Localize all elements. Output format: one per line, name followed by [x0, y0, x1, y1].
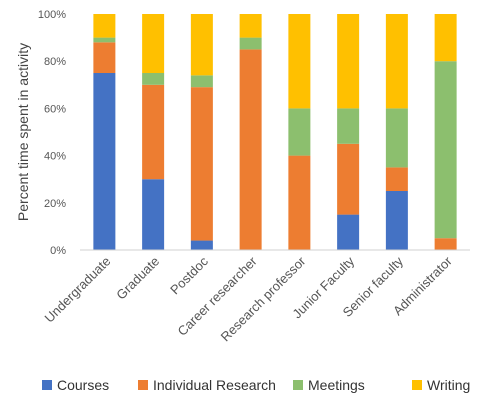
bar-junior-faculty-writing — [337, 14, 360, 109]
bar-postdoc-courses — [190, 240, 213, 250]
bar-graduate-courses — [142, 179, 165, 250]
y-tick-label: 20% — [44, 198, 66, 210]
bar-research-professor-writing — [288, 14, 311, 109]
bar-postdoc-individual-research — [190, 87, 213, 241]
legend-swatch-writing — [412, 380, 422, 390]
bar-research-professor-individual-research — [288, 155, 311, 250]
bar-career-researcher-individual-research — [239, 49, 262, 251]
bar-career-researcher-meetings — [239, 37, 262, 50]
bar-graduate-meetings — [142, 73, 165, 85]
y-tick-label: 40% — [44, 151, 66, 163]
bar-junior-faculty-individual-research — [337, 143, 360, 215]
y-tick-label: 60% — [44, 103, 66, 115]
bar-undergraduate-writing — [93, 14, 116, 38]
bar-senior-faculty-meetings — [385, 108, 408, 168]
bar-senior-faculty-writing — [385, 14, 408, 109]
bar-undergraduate-individual-research — [93, 42, 116, 73]
bar-graduate-writing — [142, 14, 165, 73]
bar-senior-faculty-courses — [385, 191, 408, 250]
legend-swatch-individual-research — [138, 380, 148, 390]
legend-swatch-meetings — [293, 380, 303, 390]
bar-research-professor-meetings — [288, 108, 311, 156]
x-category-label: Undergraduate — [42, 254, 114, 326]
y-tick-label: 0% — [50, 245, 66, 257]
x-category-label: Graduate — [113, 254, 162, 303]
bar-undergraduate-courses — [93, 73, 116, 250]
bar-administrator-writing — [434, 14, 457, 62]
legend-label-writing: Writing — [427, 377, 470, 393]
x-category-label: Postdoc — [167, 253, 211, 297]
legend-label-meetings: Meetings — [308, 377, 365, 393]
bar-career-researcher-writing — [239, 14, 262, 38]
bar-undergraduate-meetings — [93, 37, 116, 43]
bar-postdoc-writing — [190, 14, 213, 76]
bar-junior-faculty-courses — [337, 214, 360, 250]
bar-graduate-individual-research — [142, 84, 165, 180]
y-tick-label: 100% — [38, 9, 66, 21]
legend-label-individual-research: Individual Research — [153, 377, 276, 393]
legend-swatch-courses — [42, 380, 52, 390]
x-category-label: Research professor — [218, 253, 309, 344]
legend-label-courses: Courses — [57, 377, 109, 393]
y-tick-label: 80% — [44, 56, 66, 68]
bar-senior-faculty-individual-research — [385, 167, 408, 191]
bar-postdoc-meetings — [190, 75, 213, 88]
legend: Courses Individual Research Meetings Writin… — [42, 377, 470, 393]
bars-group — [93, 14, 457, 251]
bar-administrator-individual-research — [434, 238, 457, 250]
y-axis-ticks: 0% 20% 40% 60% 80% 100% — [38, 9, 66, 257]
y-axis-title: Percent time spent in activity — [15, 43, 31, 221]
bar-junior-faculty-meetings — [337, 108, 360, 144]
bar-administrator-meetings — [434, 61, 457, 239]
